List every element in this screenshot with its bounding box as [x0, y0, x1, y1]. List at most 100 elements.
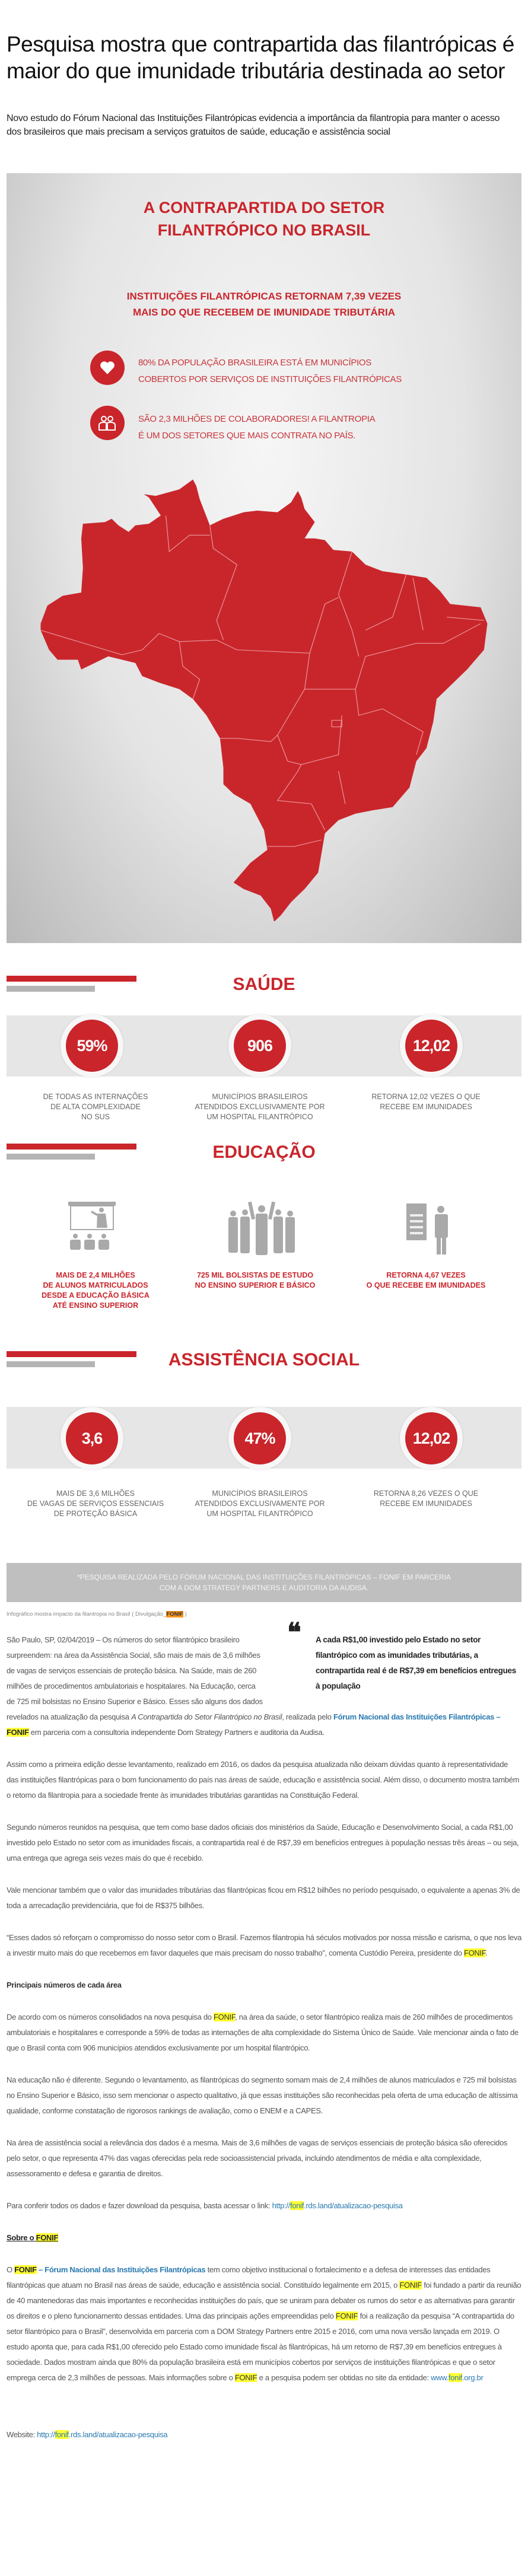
bold-text: Sobre o — [7, 2233, 36, 2242]
bold-text: Principais números de cada área — [7, 1980, 122, 1989]
highlight: FONIF — [214, 2013, 236, 2021]
text: . — [485, 1948, 488, 1957]
section-title-educacao: EDUCAÇÃO — [212, 1142, 316, 1162]
highlight: FONIF — [399, 2281, 422, 2290]
link[interactable]: .rds.land/atualizacao-pesquisa — [68, 2430, 168, 2439]
stat-circle: 906 — [228, 1014, 291, 1077]
article-body: ❝ A cada R$1,00 investido pelo Estado no… — [7, 1620, 521, 2459]
people-icon — [90, 406, 125, 440]
text: “Esses dados só reforçam o compromisso d… — [7, 1933, 521, 1957]
highlight: FONIF — [335, 2311, 358, 2320]
infographic-footnote: *PESQUISA REALIZADA PELO FÓRUM NACIONAL … — [7, 1563, 521, 1602]
paragraph-intro: São Paulo, SP, 02/04/2019 – Os números d… — [7, 1632, 521, 1740]
page-subtitle: Novo estudo do Fórum Nacional das Instit… — [7, 113, 500, 137]
section-title-saude: SAÚDE — [233, 975, 295, 994]
paragraph: De acordo com os números consolidados na… — [7, 2010, 521, 2056]
text: De acordo com os números consolidados na… — [7, 2013, 214, 2021]
stat-caption: MUNICÍPIOS BRASILEIROS ATENDIDOS EXCLUSIV… — [195, 1093, 325, 1121]
highlight: FONIF — [166, 1611, 183, 1617]
text: São Paulo, SP, 02/04/2019 – Os números d… — [7, 1635, 263, 1721]
stat-caption: MAIS DE 3,6 MILHÕES DE VAGAS DE SERVIÇOS … — [27, 1489, 164, 1518]
section-heading: Principais números de cada área — [7, 1978, 521, 1993]
link[interactable]: – Fórum Nacional das Instituições Filant… — [36, 2265, 206, 2274]
page-title: Pesquisa mostra que contrapartida das fi… — [7, 32, 514, 83]
headline-line: FILANTRÓPICO NO BRASIL — [157, 221, 371, 239]
fact-population: 80% DA POPULAÇÃO BRASILEIRA ESTÁ EM MUNI… — [138, 355, 402, 388]
link[interactable]: www. — [431, 2373, 449, 2382]
fact-line: É UM DOS SETORES QUE MAIS CONTRATA NO PA… — [138, 431, 356, 441]
stat-value: 12,02 — [405, 1412, 457, 1464]
link[interactable]: fonif — [55, 2430, 69, 2439]
text: , na área da saúde, o setor filantrópico… — [7, 2013, 519, 2052]
text: O — [7, 2265, 15, 2274]
subheadline-line: INSTITUIÇÕES FILANTRÓPICAS RETORNAM 7,39… — [126, 291, 402, 302]
paragraph: Assim como a primeira edição desse levan… — [7, 1757, 521, 1803]
footnote-line: COM A DOM STRATEGY PARTNERS E AUDITORIA … — [159, 1584, 369, 1592]
stat-circle: 47% — [228, 1407, 291, 1470]
highlight: FONIF — [36, 2233, 59, 2242]
section-bar-gray — [7, 1361, 95, 1367]
highlight: FONIF — [7, 1728, 29, 1737]
infographic-subheadline: INSTITUIÇÕES FILANTRÓPICAS RETORNAM 7,39… — [0, 288, 528, 320]
document-person-icon — [406, 1203, 448, 1254]
link[interactable]: fonif — [448, 2373, 462, 2382]
stat-value: 59% — [66, 1020, 118, 1072]
section-heading-about: Sobre o FONIF — [7, 2230, 521, 2246]
stat-caption: DE TODAS AS INTERNAÇÕES DE ALTA COMPLEXID… — [43, 1093, 148, 1121]
brazil-map — [40, 479, 488, 921]
presentation-icon — [68, 1202, 116, 1250]
text: Website: — [7, 2430, 37, 2439]
stat-circle: 12,02 — [400, 1407, 463, 1470]
section-title-assistencia: ASSISTÊNCIA SOCIAL — [168, 1350, 360, 1370]
fact-line: COBERTOS POR SERVIÇOS DE INSTITUIÇÕES FI… — [138, 374, 402, 384]
link[interactable]: http:// — [37, 2430, 55, 2439]
stat-caption: RETORNA 8,26 VEZES O QUE RECEBE EM IMUNID… — [373, 1489, 479, 1508]
stat-circle: 3,6 — [61, 1407, 123, 1470]
text: e a pesquisa podem ser obtidas no site d… — [257, 2373, 431, 2382]
stat-value: 906 — [234, 1020, 286, 1072]
fact-line: SÃO 2,3 MILHÕES DE COLABORADORES! A FILA… — [138, 414, 376, 424]
paragraph: Na área de assistência social a relevânc… — [7, 2135, 521, 2182]
text: foi fundado a partir da reunião de 40 ma… — [7, 2281, 521, 2320]
infographic-headline: A CONTRAPARTIDA DO SETOR FILANTRÓPICO NO… — [0, 196, 528, 241]
link[interactable]: http:// — [272, 2201, 291, 2210]
section-bar-red — [7, 1351, 136, 1357]
link[interactable]: .rds.land/atualizacao-pesquisa — [304, 2201, 403, 2210]
section-bar-red — [7, 1144, 136, 1150]
stat-caption: RETORNA 12,02 VEZES O QUE RECEBE EM IMUNI… — [371, 1093, 481, 1111]
headline-line: A CONTRAPARTIDA DO SETOR — [143, 199, 385, 216]
paragraph-quote: “Esses dados só reforçam o compromisso d… — [7, 1930, 521, 1961]
text: foi a realização da pesquisa “A contrapa… — [7, 2311, 514, 2382]
website-line: Website: http://fonif.rds.land/atualizac… — [7, 2427, 521, 2443]
subheadline-line: MAIS DO QUE RECEBEM DE IMUNIDADE TRIBUTÁ… — [132, 307, 395, 318]
heart-icon — [90, 351, 125, 385]
text: Assim como a primeira edição desse levan… — [7, 1760, 520, 1800]
pull-quote: ❝ A cada R$1,00 investido pelo Estado no… — [287, 1620, 521, 1694]
link[interactable]: Fórum Nacional das Instituições Filantró… — [333, 1712, 501, 1721]
fact-line: 80% DA POPULAÇÃO BRASILEIRA ESTÁ EM MUNI… — [138, 358, 371, 368]
link[interactable]: fonif — [290, 2201, 304, 2210]
link[interactable]: .org.br — [462, 2373, 484, 2382]
paragraph: Vale mencionar também que o valor das im… — [7, 1883, 521, 1913]
paragraph: Segundo números reunidos na pesquisa, qu… — [7, 1820, 521, 1866]
paragraph: Na educação não é diferente. Segundo o l… — [7, 2072, 521, 2119]
section-bar-red — [7, 976, 136, 982]
stat-circle: 59% — [61, 1014, 123, 1077]
stat-value: 12,02 — [405, 1020, 457, 1072]
stat-value: 47% — [234, 1412, 286, 1464]
education-caption: RETORNA 4,67 VEZES O QUE RECEBE EM IMUNID… — [366, 1271, 486, 1289]
text: Na área de assistência social a relevânc… — [7, 2138, 508, 2178]
paragraph-download-link: Para conferir todos os dados e fazer dow… — [7, 2198, 521, 2214]
text: Para conferir todos os dados e fazer dow… — [7, 2201, 272, 2210]
italic-text: A Contrapartida do Setor Filantrópico no… — [131, 1712, 282, 1721]
paragraph-about: O FONIF – Fórum Nacional das Instituiçõe… — [7, 2262, 521, 2386]
section-bar-gray — [7, 1154, 95, 1160]
highlight: FONIF — [234, 2373, 257, 2382]
text: em parceria com a consultoria independen… — [28, 1728, 325, 1737]
crowd-icon — [228, 1201, 295, 1255]
highlight: FONIF — [14, 2265, 37, 2274]
section-bar-gray — [7, 986, 95, 992]
text: tem como objetivo institucional o fortal… — [7, 2265, 491, 2290]
text: Na educação não é diferente. Segundo o l… — [7, 2075, 518, 2115]
highlight: FONIF — [463, 1948, 486, 1957]
